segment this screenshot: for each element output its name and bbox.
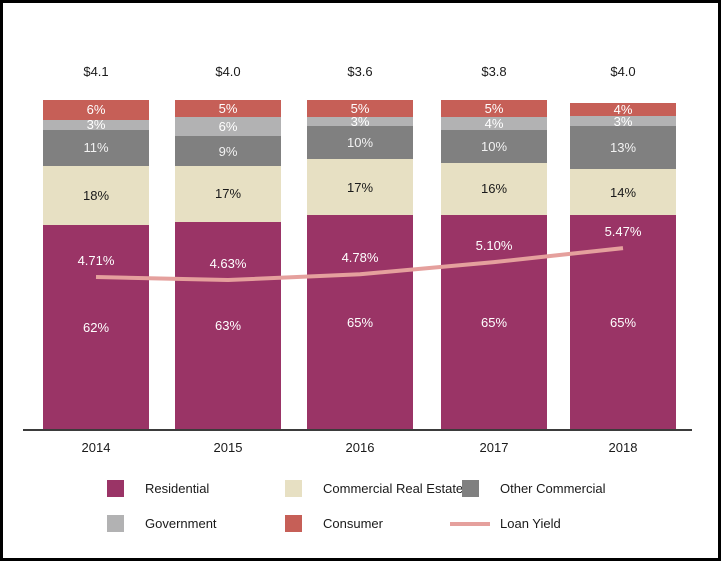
segment-value-label: 62% [82, 319, 110, 335]
segment-value-label: 65% [609, 314, 637, 330]
segment-value-label: 63% [214, 317, 242, 333]
x-tick-label: 2014 [81, 440, 111, 455]
segment-value-label: 11% [83, 140, 109, 156]
segment-value-label: 16% [480, 181, 508, 197]
x-tick-label: 2016 [345, 440, 375, 455]
segment-residential: 65% [307, 215, 413, 429]
loan-yield-value-label: 4.78% [341, 250, 379, 266]
segment-residential: 63% [175, 221, 281, 429]
legend-label-loan-yield: Loan Yield [500, 516, 561, 531]
segment-government: 3% [43, 117, 149, 133]
x-tick-label: 2015 [213, 440, 243, 455]
segment-consumer: 6% [43, 100, 149, 120]
segment-value-label: 10% [480, 138, 508, 154]
segment-commercial-real-estate: 17% [307, 159, 413, 216]
segment-value-label: 3% [86, 117, 106, 133]
segment-value-label: 65% [346, 314, 374, 330]
segment-government: 4% [441, 115, 547, 131]
segment-commercial-real-estate: 14% [570, 169, 676, 216]
segment-consumer: 5% [441, 100, 547, 117]
segment-consumer: 5% [307, 100, 413, 117]
segment-commercial-real-estate: 16% [441, 162, 547, 216]
segment-value-label: 6% [86, 102, 106, 118]
loan-yield-value-label: 4.71% [77, 252, 115, 268]
bar-2018: 4% 3% 13% 14% 65% [570, 103, 676, 429]
segment-government: 3% [570, 113, 676, 129]
segment-value-label: 4% [484, 115, 504, 131]
legend-label-residential: Residential [145, 481, 210, 496]
legend-swatch-other-commercial [462, 480, 479, 497]
segment-other-commercial: 13% [570, 126, 676, 170]
segment-value-label: 18% [82, 187, 110, 203]
segment-value-label: 4% [613, 102, 633, 118]
segment-commercial-real-estate: 18% [43, 165, 149, 225]
bar-2017: 5% 4% 10% 16% 65% [441, 100, 547, 429]
segment-other-commercial: 9% [175, 136, 281, 166]
legend-label-other-commercial: Other Commercial [500, 481, 606, 496]
legend-label-government: Government [145, 516, 217, 531]
legend-swatch-residential [107, 480, 124, 497]
segment-value-label: 6% [218, 118, 238, 134]
segment-value-label: 17% [214, 186, 242, 202]
segment-value-label: 5% [350, 100, 370, 116]
segment-commercial-real-estate: 17% [175, 165, 281, 222]
bar-total-label: $3.8 [481, 64, 507, 79]
x-axis-line [23, 429, 692, 431]
segment-residential: 65% [570, 215, 676, 429]
loan-yield-value-label: 5.10% [475, 238, 513, 254]
segment-consumer: 5% [175, 100, 281, 117]
bar-total-label: $4.0 [610, 64, 636, 79]
segment-value-label: 5% [218, 100, 238, 116]
segment-value-label: 3% [613, 113, 633, 129]
x-tick-label: 2017 [479, 440, 509, 455]
segment-other-commercial: 11% [43, 129, 149, 166]
loan-yield-value-label: 4.63% [209, 256, 247, 271]
segment-value-label: 14% [609, 184, 637, 200]
legend-swatch-government [107, 515, 124, 532]
segment-value-label: 65% [480, 314, 508, 330]
segment-consumer: 4% [570, 102, 676, 118]
segment-government: 3% [307, 113, 413, 129]
segment-government: 6% [175, 116, 281, 137]
segment-value-label: 10% [346, 135, 374, 151]
segment-other-commercial: 10% [441, 129, 547, 163]
legend-swatch-commercial-real-estate [285, 480, 302, 497]
loan-yield-value-label: 5.47% [604, 224, 642, 240]
segment-value-label: 3% [350, 113, 370, 129]
segment-value-label: 13% [609, 140, 637, 156]
bar-total-label: $4.0 [215, 64, 241, 79]
x-tick-label: 2018 [608, 440, 638, 455]
legend-label-commercial-real-estate: Commercial Real Estate [323, 481, 464, 496]
legend-label-consumer: Consumer [323, 516, 383, 531]
legend-swatch-loan-yield-line [450, 522, 490, 526]
segment-other-commercial: 10% [307, 126, 413, 160]
segment-value-label: 5% [484, 100, 504, 116]
bar-total-label: $4.1 [83, 64, 109, 79]
segment-value-label: 9% [218, 143, 238, 159]
legend-swatch-consumer [285, 515, 302, 532]
segment-value-label: 17% [346, 179, 374, 195]
bar-total-label: $3.6 [347, 64, 373, 79]
